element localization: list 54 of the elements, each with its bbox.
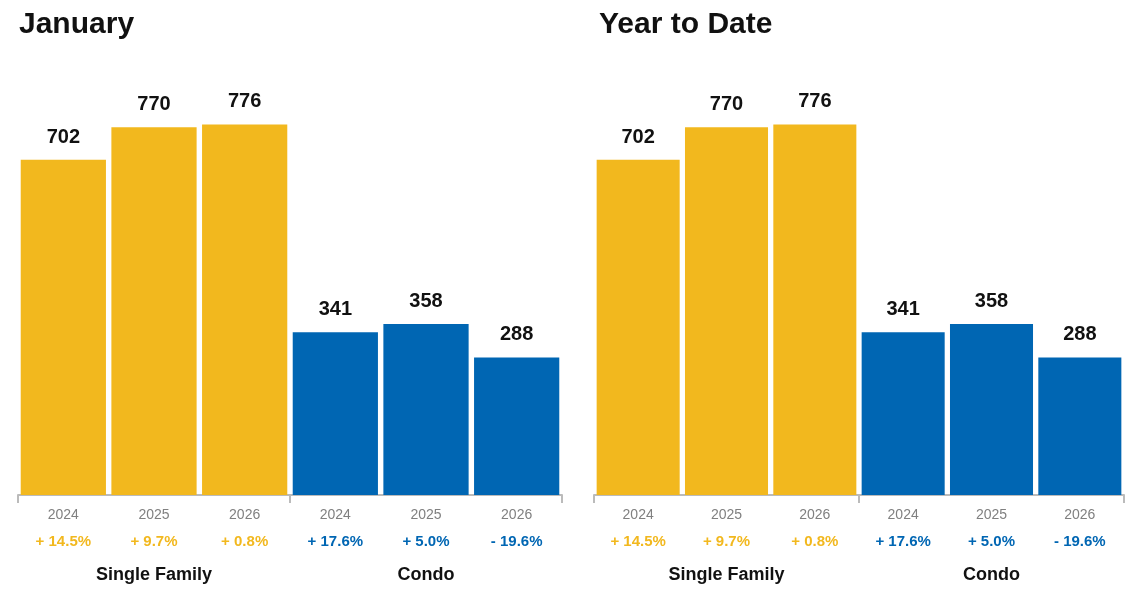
chart-title: Year to Date [599,5,773,39]
x-tick-label: 2026 [799,506,831,522]
chart-title: January [19,5,135,39]
bar [861,332,945,495]
x-tick-label: 2025 [975,506,1008,522]
bar [383,324,469,495]
text: + 5.0% [402,531,450,549]
x-tick-label: 2024 [319,506,352,522]
data-label: 358 [409,289,443,312]
bar [684,127,769,495]
x-tick-label: 2026 [229,506,261,522]
data-label: 702 [46,124,81,147]
text: + 5.0% [967,531,1016,549]
x-tick-label: 2024 [887,506,919,522]
text: + 17.6% [307,531,364,549]
bar [202,124,288,495]
data-label: 776 [227,89,262,112]
x-tick-label: 2024 [47,506,80,522]
text: - 19.6% [490,531,543,549]
x-tick-label: 2025 [138,506,170,522]
data-label: 288 [499,322,534,345]
x-tick-label: 2024 [622,506,654,522]
text: + 17.6% [875,531,931,549]
text: + 14.5% [35,531,92,549]
text: - 19.6% [1053,531,1106,549]
x-tick-label: 2025 [410,506,442,522]
data-label: 341 [318,297,353,320]
text: + 0.8% [221,531,269,549]
bar [292,332,378,495]
text: + 14.5% [610,531,666,549]
data-label: 358 [974,289,1009,312]
bar [20,159,106,495]
text: Condo [963,564,1020,584]
text: Condo [397,564,455,584]
data-label: 341 [886,297,920,320]
bar [474,357,560,495]
data-label: 776 [798,89,832,112]
x-tick-label: 2026 [1064,506,1096,522]
bar [1038,357,1122,495]
data-label: 770 [137,92,171,115]
data-label: 288 [1063,322,1097,345]
bar [773,124,857,495]
text: + 9.7% [702,531,751,549]
data-label: 702 [621,124,655,147]
text: Single Family [668,564,785,584]
text: Single Family [95,564,213,584]
bar [111,127,197,495]
x-tick-label: 2025 [710,506,743,522]
bar [596,159,680,495]
text: + 9.7% [130,531,178,549]
x-tick-label: 2026 [501,506,533,522]
text: + 0.8% [791,531,839,549]
bar [949,324,1034,495]
data-label: 770 [709,92,744,115]
